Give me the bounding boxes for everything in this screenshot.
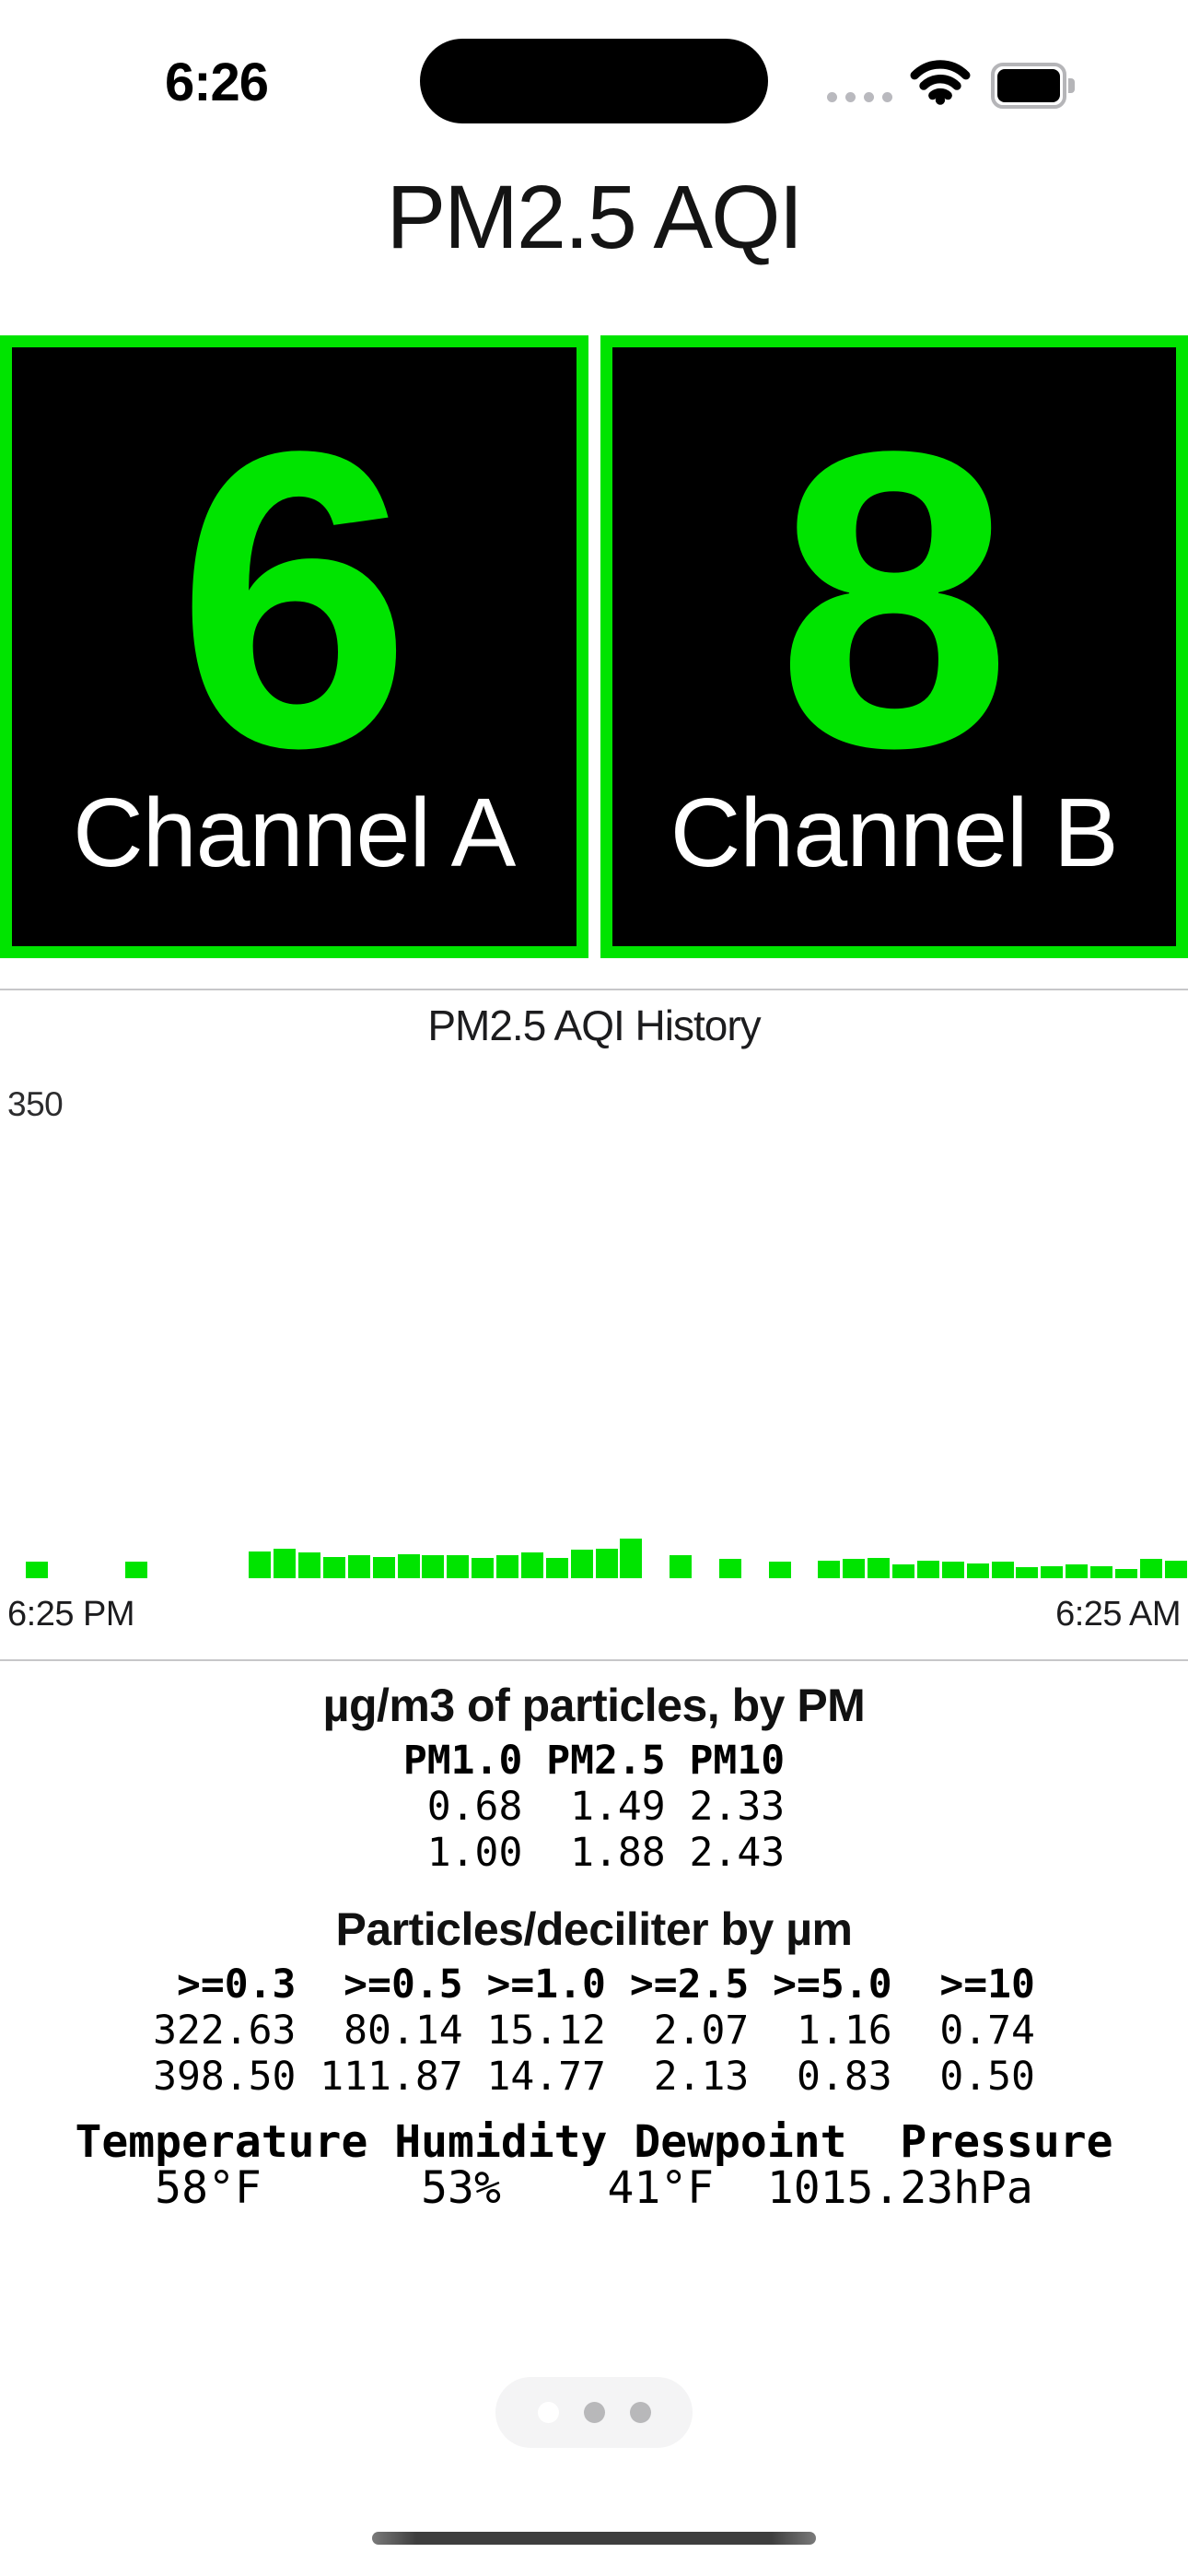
dynamic-island: [420, 39, 768, 123]
history-bar: [347, 1555, 370, 1578]
history-bar: [249, 1551, 272, 1578]
history-bar: [26, 1562, 49, 1578]
readings-section: µg/m3 of particles, by PM PM1.0 PM2.5 PM…: [0, 1677, 1188, 2211]
channel-b-label: Channel B: [670, 779, 1119, 887]
history-chart-title: PM2.5 AQI History: [427, 1001, 761, 1049]
page-dot[interactable]: [583, 2402, 605, 2423]
channel-tiles: 6 Channel A 8 Channel B: [0, 335, 1188, 958]
history-bar: [422, 1555, 445, 1578]
history-bar: [868, 1558, 891, 1578]
history-bar: [718, 1559, 741, 1578]
section-divider-bottom: [0, 1659, 1188, 1661]
mass-table-rows: 0.68 1.49 2.33 1.00 1.88 2.43: [426, 1784, 786, 1876]
history-bar: [472, 1558, 495, 1578]
history-bar: [1164, 1561, 1187, 1578]
page-title: PM2.5 AQI: [386, 167, 803, 267]
mass-table-title: µg/m3 of particles, by PM: [322, 1680, 866, 1731]
history-bar: [1041, 1566, 1064, 1578]
page-indicator[interactable]: [495, 2377, 693, 2448]
counts-table-title: Particles/deciliter by µm: [335, 1903, 853, 1955]
channel-a-aqi-value: 6: [176, 364, 412, 836]
channel-a-tile: 6 Channel A: [0, 335, 588, 958]
counts-table: >=0.3 >=0.5 >=1.0 >=2.5 >=5.0 >=10 322.6…: [153, 1961, 1035, 2100]
history-bar: [595, 1549, 618, 1578]
history-bar: [124, 1562, 147, 1578]
history-bar: [274, 1549, 297, 1578]
home-indicator[interactable]: [372, 2532, 816, 2545]
section-divider-top: [0, 989, 1188, 990]
history-bar: [620, 1539, 643, 1578]
history-bar: [966, 1563, 989, 1578]
counts-table-header: >=0.3 >=0.5 >=1.0 >=2.5 >=5.0 >=10: [153, 1961, 1035, 2008]
mass-table: PM1.0 PM2.5 PM10 0.68 1.49 2.33 1.00 1.8…: [403, 1738, 785, 1876]
channel-b-aqi-value: 8: [776, 364, 1012, 836]
history-bar: [1139, 1559, 1162, 1578]
history-bar: [322, 1557, 345, 1578]
history-bar: [991, 1562, 1014, 1578]
history-bar: [670, 1555, 693, 1578]
history-bar: [892, 1564, 914, 1578]
channel-a-label: Channel A: [73, 779, 516, 887]
history-bar: [768, 1562, 791, 1578]
history-bar: [1114, 1569, 1137, 1578]
history-bar: [397, 1554, 420, 1578]
history-bar: [298, 1552, 320, 1578]
history-bar: [496, 1555, 518, 1578]
history-bar: [1016, 1567, 1039, 1578]
battery-level: [997, 69, 1060, 102]
history-bar: [818, 1561, 841, 1578]
channel-b-tile: 8 Channel B: [600, 335, 1188, 958]
history-y-axis-max-label: 350: [7, 1085, 64, 1123]
history-bar: [916, 1561, 939, 1578]
history-bar: [843, 1559, 866, 1578]
history-x-axis-end-label: 6:25 AM: [1055, 1595, 1181, 1633]
weather-table-values: 58°F 53% 41°F 1015.23hPa: [75, 2162, 1033, 2214]
history-bar: [520, 1552, 543, 1578]
cellular-signal-icon: [827, 92, 892, 102]
page-dot[interactable]: [629, 2402, 651, 2423]
page-dot-active[interactable]: [537, 2402, 559, 2423]
history-bar: [372, 1557, 395, 1578]
status-time: 6:26: [164, 53, 269, 112]
weather-table-header: Temperature Humidity Dewpoint Pressure: [75, 2116, 1113, 2168]
history-bar: [941, 1562, 964, 1578]
wifi-icon: [910, 59, 971, 110]
battery-icon: [991, 63, 1075, 109]
history-x-axis-start-label: 6:25 PM: [7, 1595, 135, 1633]
history-bar: [545, 1558, 568, 1578]
history-bar: [447, 1555, 470, 1578]
counts-table-rows: 322.63 80.14 15.12 2.07 1.16 0.74 398.50…: [153, 2008, 1035, 2100]
mass-table-header: PM1.0 PM2.5 PM10: [402, 1738, 786, 1784]
history-bar: [1066, 1564, 1089, 1578]
history-bar: [570, 1550, 593, 1578]
history-bar: [1090, 1566, 1112, 1578]
history-plot: [0, 1105, 1188, 1578]
weather-table: Temperature Humidity Dewpoint Pressure 5…: [75, 2119, 1112, 2211]
